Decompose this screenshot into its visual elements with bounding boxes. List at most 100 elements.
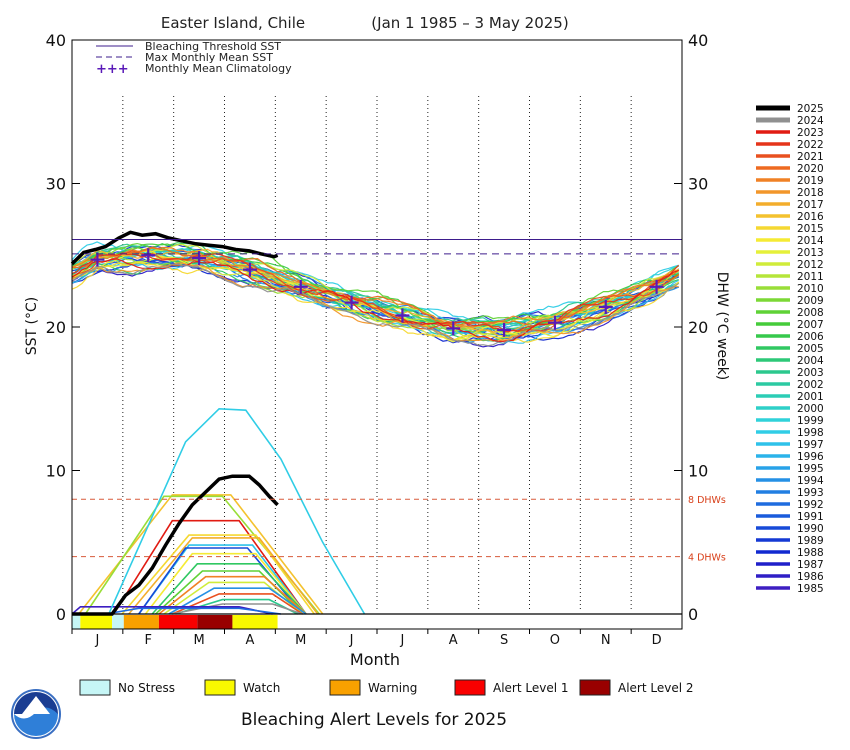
legend-label-2002: 2002 [797,379,824,391]
alert-legend-label: Warning [368,681,417,695]
alert-legend: No Stress Watch Warning Alert Level 1 Alert … [79,679,694,696]
legend-label-2003: 2003 [797,367,824,379]
x-axis-label: Month [350,650,400,669]
climatology-marker [547,315,562,330]
alert-bar-segment [72,615,81,629]
legend-label-2008: 2008 [797,307,824,319]
x-tick-label: J [399,633,404,648]
legend-label-1996: 1996 [797,451,824,463]
reference-lines: 8 DHWs 4 DHWs [72,238,726,564]
legend-label-2024: 2024 [797,115,824,127]
legend-label-2013: 2013 [797,247,824,259]
sst-trace-2015 [71,261,680,343]
legend-label-1994: 1994 [797,475,824,487]
alert-bar-segment [158,615,198,629]
chart-subtitle: (Jan 1 1985 – 3 May 2025) [371,14,568,32]
alert-legend-swatch [454,679,486,696]
y-axis-label-right: DHW (°C week) [714,272,730,381]
x-tick-label: M [193,633,204,648]
y-tick-label-right: 10 [688,462,708,481]
alert-bar-segment [112,615,124,629]
dhw-trace-2005 [151,562,307,615]
legend-label-2019: 2019 [797,175,824,187]
dhw-line-label: 4 DHWs [688,553,726,564]
dhw-trace-1998 [72,407,366,615]
alert-legend-label: Watch [243,681,280,695]
noaa-logo [11,689,61,739]
noaa-logo-sea [14,707,58,736]
legend-label-2012: 2012 [797,259,824,271]
x-tick-label: F [145,633,152,648]
alert-legend-label: No Stress [118,681,175,695]
x-tick-label: S [500,633,508,648]
sst-trace-2024 [71,263,680,347]
alert-legend-swatch [79,679,111,696]
legend-label-2014: 2014 [797,235,824,247]
legend-label-2011: 2011 [797,271,824,283]
alert-bar-segment [197,615,233,629]
x-tick-label: M [295,633,306,648]
y-tick-label-left: 40 [46,31,66,50]
dhw-trace-2019 [158,575,307,615]
legend-threshold-label: Bleaching Threshold SST [145,40,281,53]
legend-label-2000: 2000 [797,403,824,415]
climatology-marker [395,308,410,323]
sst-trace-2013 [71,255,680,343]
year-legend: 2025202420232022202120202019201820172016… [756,103,824,595]
climatology-marker [242,262,257,277]
legend-label-1995: 1995 [797,463,824,475]
x-tick-label: J [349,633,354,648]
y-tick-label-right: 40 [688,31,708,50]
legend-label-2017: 2017 [797,199,824,211]
legend-label-2025: 2025 [797,103,824,115]
y-tick-label-left: 20 [46,318,66,337]
alert-legend-swatch [579,679,611,696]
legend-label-2020: 2020 [797,163,824,175]
legend-label-2021: 2021 [797,151,824,163]
dhw-line-label: 8 DHWs [688,495,726,506]
legend-label-2009: 2009 [797,295,824,307]
sst-trace-2022 [71,252,680,333]
legend-label-2001: 2001 [797,391,824,403]
legend-label-2004: 2004 [797,355,824,367]
climatology-marker [649,279,664,294]
y-tick-label-right: 30 [688,175,708,194]
legend-mmm-label: Max Monthly Mean SST [145,51,273,64]
legend-label-1992: 1992 [797,499,824,511]
legend-label-1987: 1987 [797,559,824,571]
y-tick-label-right: 0 [688,605,698,624]
climatology-marker [141,248,156,263]
x-tick-label: A [245,633,254,648]
legend-label-1999: 1999 [797,415,824,427]
climatology-marker [344,295,359,310]
legend-label-1989: 1989 [797,535,824,547]
legend-label-2005: 2005 [797,343,824,355]
legend-label-1986: 1986 [797,571,824,583]
alert-bar-segment [80,615,113,629]
dhw-trace-2021 [171,593,304,615]
legend-climatology-label: Monthly Mean Climatology [145,62,292,75]
legend-label-1985: 1985 [797,583,824,595]
y-tick-label-left: 30 [46,175,66,194]
legend-label-1993: 1993 [797,487,824,499]
y-axis-label-left: SST (°C) [24,297,40,355]
sst-trace-2020 [71,246,680,327]
x-tick-label: O [550,633,560,648]
dhw-trace-1992 [105,607,282,615]
x-tick-label: A [449,633,458,648]
climatology-marker [90,252,105,267]
dhw-trace-2015 [121,534,315,615]
alert-bar [72,615,682,630]
legend-label-2007: 2007 [797,319,824,331]
alert-bar-segment [123,615,159,629]
legend-label-2015: 2015 [797,223,824,235]
legend-label-1991: 1991 [797,511,824,523]
climatology-marker [293,279,308,294]
dhw-trace-2014 [144,552,307,615]
alert-title: Bleaching Alert Levels for 2025 [241,710,507,730]
legend-label-1988: 1988 [797,547,824,559]
alert-legend-swatch [329,679,361,696]
legend-label-2022: 2022 [797,139,824,151]
legend-label-1997: 1997 [797,439,824,451]
